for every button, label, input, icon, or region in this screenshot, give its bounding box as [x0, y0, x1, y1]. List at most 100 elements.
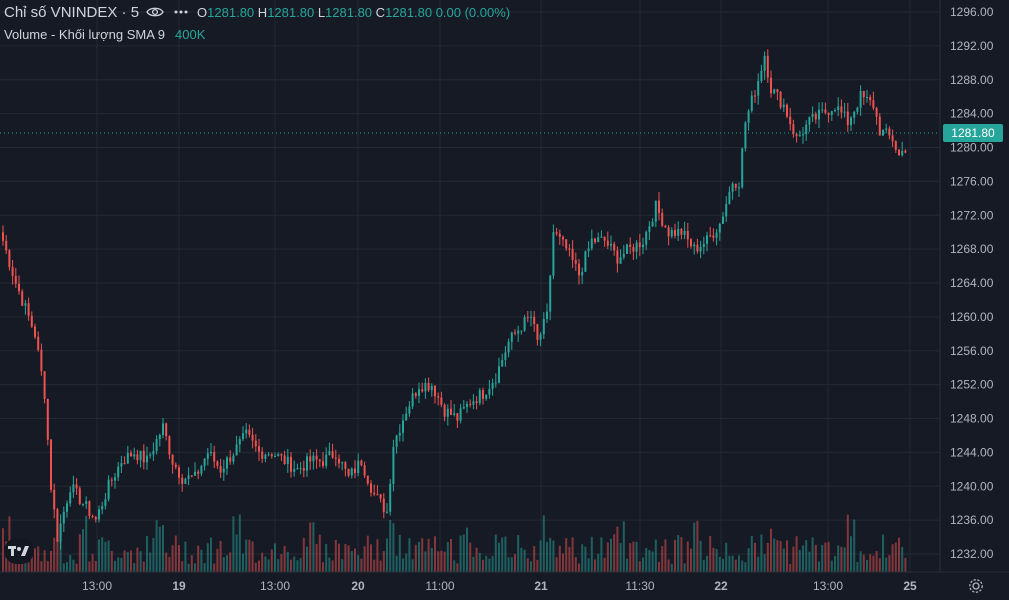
volume-bar	[603, 557, 606, 572]
high-value: 1281.80	[267, 4, 315, 20]
volume-bar	[94, 560, 97, 572]
candle-body	[702, 243, 705, 248]
tradingview-logo[interactable]	[4, 538, 34, 564]
candle-body	[475, 401, 478, 404]
candle-body	[533, 316, 536, 325]
volume-bar	[424, 551, 427, 572]
candle-body	[213, 452, 216, 462]
candle-body	[741, 148, 744, 188]
candle-body	[450, 408, 452, 415]
volume-bar	[59, 541, 62, 572]
candle-body	[245, 429, 248, 434]
candle-body	[670, 230, 673, 237]
volume-bar	[824, 542, 827, 572]
volume-bar	[171, 545, 174, 572]
volume-bar	[280, 554, 283, 572]
candle-body	[386, 511, 388, 513]
price-tick-label: 1272.00	[950, 208, 994, 222]
volume-bar	[619, 543, 622, 572]
candle-body	[424, 382, 427, 392]
candle-body	[552, 232, 555, 276]
settings-gear-icon[interactable]	[967, 577, 985, 595]
volume-bar	[242, 553, 244, 572]
volume-bar	[792, 546, 795, 572]
volume-bar	[34, 548, 36, 572]
candle-body	[654, 200, 657, 222]
time-tick-label: 21	[534, 579, 548, 593]
volume-bar	[712, 547, 715, 572]
ohlc-values: O1281.80 H1281.80 L1281.80 C1281.80 0.00…	[197, 5, 510, 20]
volume-bar	[805, 540, 808, 572]
candle-body	[549, 275, 552, 312]
volume-bar	[277, 559, 280, 572]
candle-body	[366, 475, 369, 484]
candle-body	[18, 283, 20, 292]
candle-body	[290, 456, 292, 472]
volume-bar	[101, 537, 104, 572]
volume-bar	[245, 539, 248, 572]
volume-bar	[120, 557, 123, 572]
candle-body	[786, 104, 788, 117]
volume-bar	[786, 540, 788, 572]
volume-bar	[715, 548, 718, 572]
volume-bar	[338, 543, 340, 572]
candle-body	[597, 237, 600, 243]
candle-body	[808, 116, 811, 125]
candle-body	[798, 134, 801, 136]
volume-bar	[546, 541, 548, 572]
volume-bar	[626, 558, 628, 572]
volume-bar	[27, 562, 30, 572]
volume-bar	[187, 563, 190, 572]
volume-bar	[136, 547, 139, 572]
volume-legend[interactable]: Volume - Khối lượng SMA 9 400K	[4, 27, 205, 42]
more-icon[interactable]	[171, 3, 191, 21]
volume-bar	[210, 537, 212, 572]
eye-icon[interactable]	[145, 3, 165, 21]
candle-body	[491, 383, 494, 389]
candle-body	[8, 250, 11, 268]
candle-body	[827, 112, 830, 115]
candle-body	[398, 432, 401, 436]
candle-body	[606, 240, 609, 246]
volume-bar	[258, 560, 260, 572]
candle-body	[517, 330, 520, 334]
volume-bar	[251, 541, 254, 572]
volume-bar	[43, 550, 46, 572]
time-tick-label: 11:00	[425, 579, 454, 593]
symbol-title[interactable]: Chỉ số VNINDEX · 5	[4, 3, 140, 21]
volume-bar	[130, 550, 132, 572]
volume-bar	[693, 522, 696, 572]
volume-bar	[181, 561, 184, 572]
candle-body	[862, 90, 865, 98]
volume-bar	[283, 545, 286, 572]
volume-bar	[200, 549, 203, 572]
volume-bar	[117, 557, 120, 572]
candle-body	[21, 291, 24, 306]
volume-bar	[53, 537, 56, 572]
volume-bar	[523, 549, 526, 572]
candle-body	[574, 259, 577, 264]
candle-body	[146, 455, 148, 463]
candle-body	[219, 465, 222, 473]
candle-body	[94, 516, 97, 520]
time-tick-label: 20	[351, 579, 365, 593]
price-tick-label: 1264.00	[950, 276, 994, 290]
candle-body	[168, 436, 171, 455]
candle-body	[446, 408, 449, 417]
volume-bar	[184, 541, 187, 572]
volume-bar	[533, 545, 536, 572]
candle-body	[709, 235, 712, 237]
candle-body	[72, 484, 75, 493]
high-label: H	[257, 4, 268, 20]
candle-body	[776, 89, 779, 92]
volume-bar	[670, 563, 673, 572]
candle-body	[139, 450, 142, 461]
candle-body	[638, 242, 641, 248]
volume-bar	[14, 561, 17, 572]
candle-body	[318, 459, 321, 462]
candle-body	[66, 503, 68, 512]
volume-bar	[402, 558, 404, 572]
volume-bar	[542, 515, 545, 572]
volume-bar	[894, 542, 897, 572]
volume-bar	[526, 558, 529, 572]
